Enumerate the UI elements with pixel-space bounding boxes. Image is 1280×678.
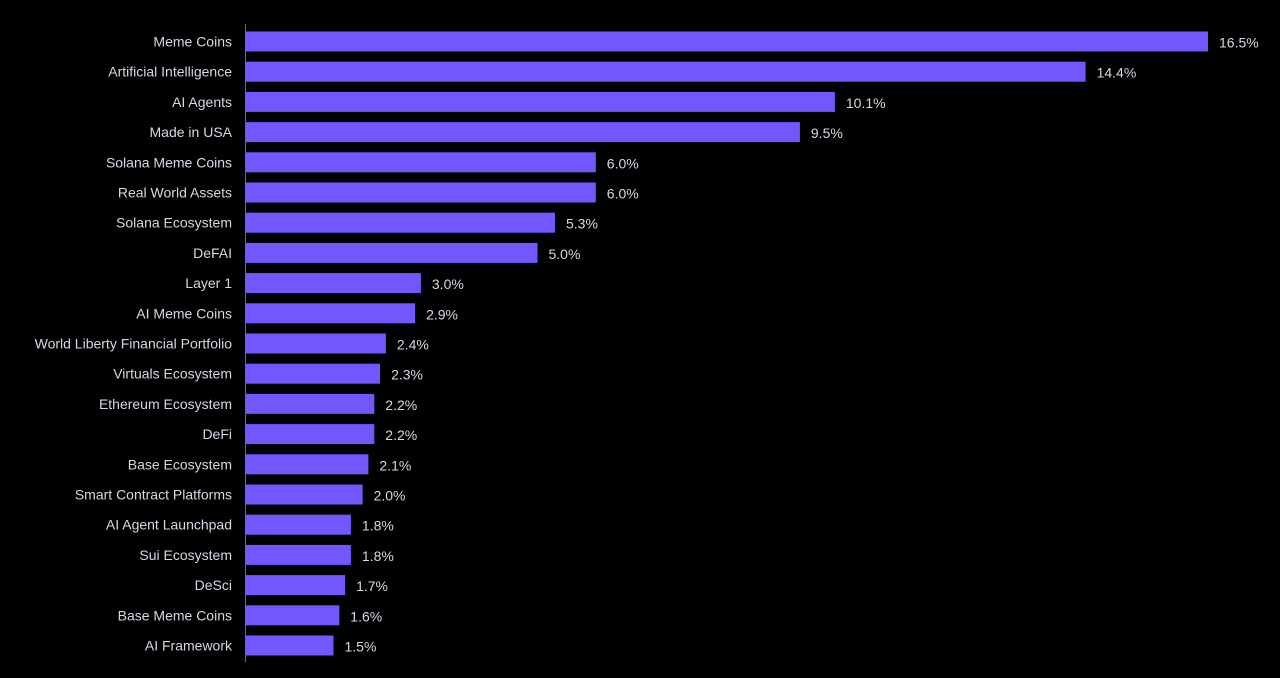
category-label: AI Agents bbox=[172, 94, 232, 110]
category-label: DeSci bbox=[195, 577, 232, 593]
value-label: 1.5% bbox=[345, 639, 377, 655]
bar bbox=[246, 122, 800, 143]
value-label: 10.1% bbox=[846, 95, 886, 111]
bar bbox=[246, 575, 346, 596]
value-label: 1.8% bbox=[362, 548, 394, 564]
value-label: 14.4% bbox=[1097, 65, 1137, 81]
category-label: Meme Coins bbox=[153, 34, 232, 50]
value-label: 16.5% bbox=[1219, 35, 1259, 51]
value-label: 2.3% bbox=[391, 367, 423, 383]
bar bbox=[246, 363, 381, 384]
bar bbox=[246, 303, 416, 324]
value-label: 5.0% bbox=[549, 246, 581, 262]
category-label: Artificial Intelligence bbox=[108, 64, 232, 80]
value-labels-group: 16.5% 14.4% 10.1%9.5% 6.0% 6.0% 5.3% 5.0% 3.0% 2… bbox=[345, 35, 1259, 655]
bar bbox=[246, 91, 835, 112]
category-label: Ethereum Ecosystem bbox=[99, 396, 232, 412]
value-label: 6.0% bbox=[607, 155, 639, 171]
category-label: AI Meme Coins bbox=[136, 305, 232, 321]
category-label: DeFi bbox=[202, 426, 232, 442]
category-label: Base Meme Coins bbox=[118, 607, 232, 623]
value-label: 3.0% bbox=[432, 276, 464, 292]
bar bbox=[246, 544, 351, 565]
value-label: 1.6% bbox=[350, 608, 382, 624]
bar bbox=[246, 454, 369, 475]
value-label: 2.0% bbox=[374, 488, 406, 504]
value-label: 2.4% bbox=[397, 337, 429, 353]
bar bbox=[246, 635, 334, 656]
value-label: 5.3% bbox=[566, 216, 598, 232]
value-label: 2.2% bbox=[385, 427, 417, 443]
category-label: Sui Ecosystem bbox=[139, 547, 232, 563]
category-label: Layer 1 bbox=[185, 275, 232, 291]
bar bbox=[246, 484, 363, 505]
value-label: 2.2% bbox=[385, 397, 417, 413]
category-label: Virtuals Ecosystem bbox=[113, 366, 232, 382]
category-labels-group: Meme Coins Artificial Intelligence AI Agen… bbox=[35, 34, 233, 654]
category-label: AI Framework bbox=[145, 638, 233, 654]
category-label: DeFAI bbox=[193, 245, 232, 261]
bar bbox=[246, 605, 340, 626]
bar bbox=[246, 152, 596, 173]
value-label: 1.7% bbox=[356, 578, 388, 594]
category-label: Smart Contract Platforms bbox=[75, 487, 232, 503]
bar bbox=[246, 212, 555, 233]
category-label: Solana Ecosystem bbox=[116, 215, 232, 231]
category-label: Made in USA bbox=[150, 124, 233, 140]
value-label: 2.1% bbox=[379, 457, 411, 473]
category-label: AI Agent Launchpad bbox=[106, 517, 232, 533]
category-label: Real World Assets bbox=[118, 185, 232, 201]
bars-group bbox=[246, 31, 1208, 656]
category-label: World Liberty Financial Portfolio bbox=[35, 336, 233, 352]
bar bbox=[246, 424, 375, 445]
bar bbox=[246, 273, 421, 294]
bar bbox=[246, 31, 1208, 52]
bar bbox=[246, 393, 375, 414]
category-label: Base Ecosystem bbox=[128, 456, 232, 472]
bar bbox=[246, 333, 386, 354]
value-label: 1.8% bbox=[362, 518, 394, 534]
value-label: 2.9% bbox=[426, 306, 458, 322]
bar bbox=[246, 242, 538, 263]
category-label: Solana Meme Coins bbox=[106, 154, 232, 170]
bar bbox=[246, 182, 596, 203]
value-label: 9.5% bbox=[811, 125, 843, 141]
bar bbox=[246, 61, 1086, 82]
value-label: 6.0% bbox=[607, 186, 639, 202]
bar bbox=[246, 514, 351, 535]
